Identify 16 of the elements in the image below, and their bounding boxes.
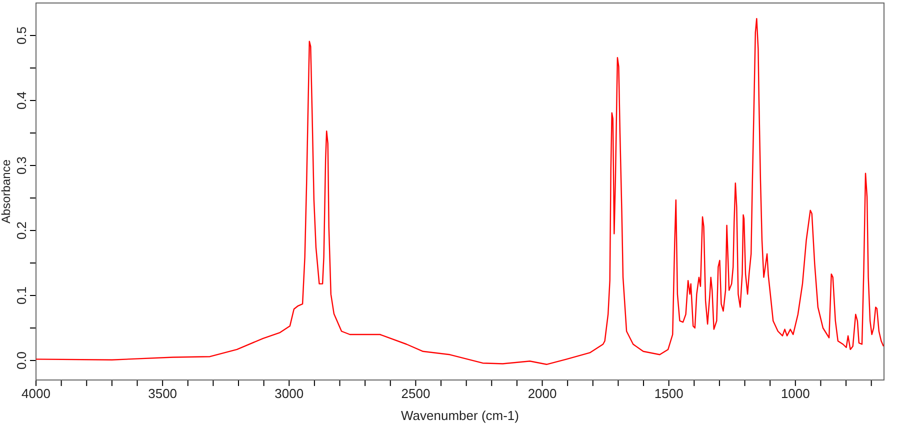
y-tick-label: 0.1 [14,286,29,305]
x-tick-label: 4000 [22,386,50,402]
x-tick-label: 3500 [148,386,178,402]
x-tick-label: 1500 [654,386,684,402]
x-tick-label: 1000 [780,386,810,402]
x-axis-title: Wavenumber (cm-1) [401,408,519,423]
x-tick-label: 2500 [401,386,430,402]
y-tick-label: 0.4 [14,91,29,110]
y-tick-label: 0.2 [14,221,29,240]
y-tick-label: 0.5 [14,26,29,45]
y-tick-label: 0.3 [14,156,29,175]
x-tick-label: 2000 [528,386,557,402]
line-series [35,18,884,365]
y-axis-title: Absorbance [0,159,13,224]
y-tick-label: 0.0 [14,351,29,370]
x-tick-label: 3000 [274,386,304,402]
